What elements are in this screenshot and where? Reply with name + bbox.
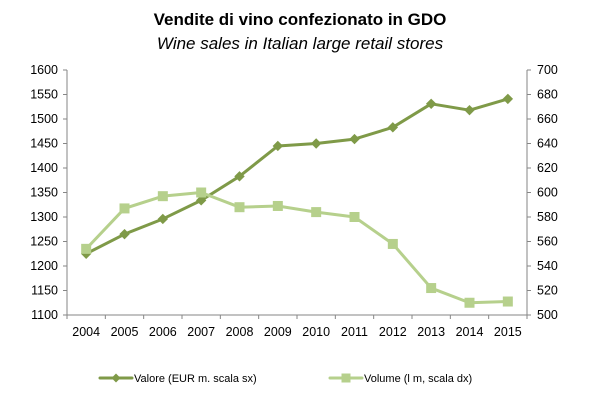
x-tick-label: 2009 — [264, 325, 292, 339]
data-point-volume-2004 — [81, 243, 92, 254]
data-point-valore-2008 — [234, 171, 245, 182]
right-tick-label: 640 — [537, 137, 558, 151]
x-tick-label: 2007 — [187, 325, 215, 339]
left-tick-label: 1300 — [30, 210, 58, 224]
data-point-valore-2009 — [272, 140, 284, 152]
right-tick-label: 620 — [537, 161, 558, 175]
right-tick-label: 500 — [537, 308, 558, 322]
legend-marker-square — [341, 373, 351, 383]
left-tick-label: 1100 — [31, 308, 58, 322]
legend-label-volume: Volume (l m, scala dx) — [364, 373, 472, 385]
data-point-valore-2015 — [502, 93, 514, 105]
left-tick-label: 1550 — [30, 88, 58, 102]
data-point-volume-2006 — [157, 191, 168, 202]
data-point-volume-2009 — [272, 200, 283, 211]
right-tick-label: 520 — [537, 284, 558, 298]
legend-item-volume: Volume (l m, scala dx) — [328, 373, 472, 385]
left-tick-label: 1500 — [30, 112, 58, 126]
x-tick-label: 2011 — [341, 325, 368, 339]
series-layer — [80, 93, 514, 308]
data-point-volume-2010 — [311, 207, 322, 218]
data-point-volume-2008 — [234, 202, 245, 213]
right-tick-label: 600 — [537, 186, 558, 200]
x-tick-label: 2010 — [302, 325, 330, 339]
data-point-valore-2005 — [119, 228, 130, 240]
data-point-valore-2007 — [195, 195, 207, 206]
data-point-volume-2013 — [426, 283, 437, 294]
x-tick-label: 2013 — [417, 325, 445, 339]
left-axis-ticks: 1600 1550 1500 1450 1400 1350 1300 1250 1200 1150… — [30, 63, 67, 322]
data-point-valore-2014 — [464, 104, 475, 116]
x-tick-label: 2014 — [456, 325, 484, 339]
data-point-volume-2007 — [196, 187, 207, 198]
chart-title: Vendite di vino confezionato in GDO — [154, 10, 447, 29]
x-tick-label: 2012 — [379, 325, 407, 339]
right-axis-ticks: 700 680 660 640 620 600 580 560 540 520 500 — [527, 63, 558, 322]
x-tick-label: 2006 — [149, 325, 177, 339]
legend-marker-diamond — [111, 373, 121, 383]
data-point-volume-2005 — [119, 203, 130, 214]
legend: Valore (EUR m. scala sx) Volume (l m, sc… — [98, 373, 472, 385]
left-tick-label: 1600 — [30, 63, 58, 77]
data-point-valore-2011 — [349, 133, 360, 145]
data-point-valore-2012 — [387, 122, 399, 133]
right-tick-label: 700 — [537, 63, 558, 77]
right-tick-label: 680 — [537, 88, 558, 102]
series-line-volume — [84, 191, 510, 305]
data-point-volume-2012 — [387, 238, 398, 249]
x-tick-label: 2015 — [494, 325, 522, 339]
right-tick-label: 660 — [537, 112, 558, 126]
left-tick-label: 1450 — [30, 137, 58, 151]
x-tick-label: 2005 — [111, 325, 139, 339]
x-axis-ticks: 2004 2005 2006 2007 2008 2009 2010 2011 2012 2013… — [66, 315, 528, 339]
left-tick-label: 1200 — [30, 259, 58, 273]
data-point-volume-2015 — [502, 296, 513, 307]
chart-subtitle: Wine sales in Italian large retail store… — [157, 34, 444, 53]
data-point-valore-2010 — [310, 138, 322, 149]
x-tick-label: 2008 — [226, 325, 254, 339]
left-tick-label: 1150 — [31, 284, 58, 298]
data-point-valore-2013 — [425, 98, 437, 110]
right-tick-label: 540 — [537, 259, 558, 273]
data-point-valore-2006 — [157, 213, 169, 225]
legend-item-valore: Valore (EUR m. scala sx) — [98, 373, 257, 385]
data-point-volume-2011 — [349, 212, 360, 222]
x-tick-label: 2004 — [72, 325, 100, 339]
right-tick-label: 580 — [537, 210, 558, 224]
series-line-valore — [84, 97, 510, 256]
legend-label-valore: Valore (EUR m. scala sx) — [134, 373, 257, 385]
left-tick-label: 1400 — [30, 161, 58, 175]
right-tick-label: 560 — [537, 235, 558, 249]
left-tick-label: 1250 — [30, 235, 58, 249]
data-point-volume-2014 — [464, 297, 475, 308]
left-tick-label: 1350 — [30, 186, 58, 200]
